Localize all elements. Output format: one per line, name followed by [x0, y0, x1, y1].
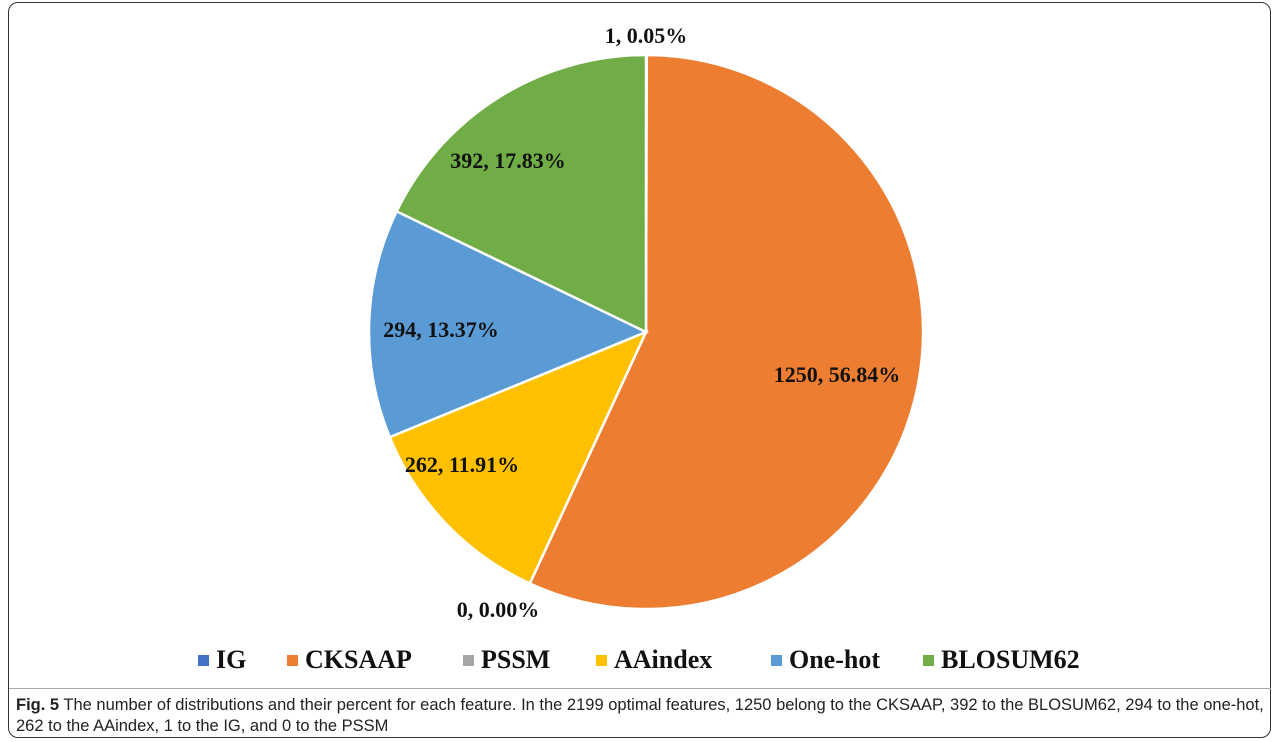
caption-text: The number of distributions and their pe… — [16, 696, 1264, 735]
chart: 1, 0.05% 1250, 56.84% 0, 0.00% 262, 11.91% 2… — [198, 23, 1080, 674]
legend-label: AAindex — [614, 645, 712, 674]
legend-swatch — [198, 655, 209, 666]
pie-slice — [394, 53, 648, 334]
legend-label: IG — [216, 645, 246, 674]
legend-label: BLOSUM62 — [941, 645, 1080, 674]
caption: Fig. 5 The number of distributions and t… — [16, 695, 1266, 737]
caption-label: Fig. 5 — [16, 696, 60, 714]
caption-divider — [9, 688, 1271, 689]
pie-slice — [367, 209, 650, 439]
pie-slice — [528, 53, 925, 611]
data-label: 1250, 56.84% — [774, 362, 901, 387]
data-label: 262, 11.91% — [405, 452, 519, 477]
pie-slice — [388, 329, 649, 586]
legend-swatch — [771, 655, 782, 666]
data-label: 0, 0.00% — [457, 597, 540, 622]
data-label: 294, 13.37% — [383, 317, 499, 342]
legend-swatch — [287, 655, 298, 666]
legend-label: CKSAAP — [305, 645, 412, 674]
figure-frame — [8, 2, 1271, 738]
data-label: 1, 0.05% — [605, 23, 688, 48]
legend-label: PSSM — [481, 645, 550, 674]
legend-swatch — [463, 655, 474, 666]
data-label: 392, 17.83% — [450, 148, 566, 173]
legend-label: One-hot — [789, 645, 880, 674]
legend-swatch — [596, 655, 607, 666]
legend-swatch — [923, 655, 934, 666]
